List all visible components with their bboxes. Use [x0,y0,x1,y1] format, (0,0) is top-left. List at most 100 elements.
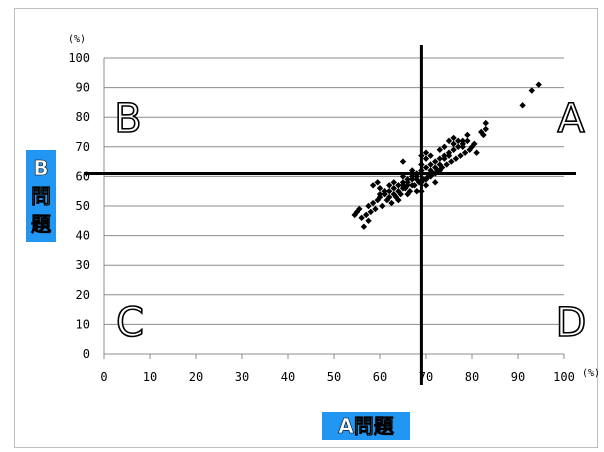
data-point [386,182,393,189]
y-tick-label: 20 [76,288,90,302]
y-unit: (%) [68,34,86,45]
data-point [459,143,466,150]
x-tick-label: 20 [189,370,203,384]
x-tick-label: 50 [327,370,341,384]
data-point [404,179,411,186]
y-tick-label: 40 [76,229,90,243]
data-point [441,143,448,150]
data-point [374,179,381,186]
data-point [473,149,480,156]
y-tick-label: 0 [83,347,90,361]
data-point [445,152,453,159]
data-point [399,158,407,165]
data-point [413,188,420,195]
data-point [376,185,384,192]
x-tick-label: 100 [553,370,575,384]
x-tick-label: 80 [465,370,479,384]
data-point [386,193,393,201]
data-point [358,214,365,222]
y-tick-label: 60 [76,169,90,183]
y-tick-label: 10 [76,317,90,331]
data-point [436,155,443,162]
quadrant-label-d: D [556,300,587,346]
data-point [381,188,388,195]
quadrant-labels: B A C D [113,95,587,347]
data-point [448,158,455,165]
data-point [372,205,379,213]
data-point [356,205,363,213]
gridlines [104,57,564,355]
axes [103,58,565,359]
y-tick-label: 90 [76,81,90,95]
data-point [464,137,471,145]
y-tick-label: 100 [68,51,90,65]
data-point [427,152,434,159]
data-point [432,158,439,165]
data-point [441,155,448,162]
data-point [422,182,430,189]
data-point [395,182,402,189]
data-point [480,131,487,139]
data-point [365,202,372,210]
x-axis-label: A問題 [322,412,410,440]
chart-frame [14,8,598,448]
data-point [369,182,377,189]
data-point [388,199,395,207]
data-point [427,161,434,168]
data-point [390,185,397,192]
data-point [422,155,430,162]
data-point [482,119,489,127]
data-point [432,164,439,171]
data-point [464,131,471,139]
data-point [445,137,453,145]
data-point [404,190,411,198]
data-point [409,182,416,189]
data-point [436,161,443,168]
data-point [422,149,430,156]
data-point [450,140,457,148]
data-point [376,190,384,198]
data-point [432,179,439,186]
data-point [390,190,397,198]
data-point [395,188,402,195]
x-tick-label: 40 [281,370,295,384]
data-point [409,176,416,183]
data-point [399,182,407,189]
y-tick-label: 80 [76,110,90,124]
y-tick-label: 30 [76,258,90,272]
y-tick-label: 50 [76,199,90,213]
data-point [461,149,469,156]
x-tick-label: 90 [511,370,525,384]
data-point [365,217,372,224]
data-point [459,137,466,145]
data-point [482,125,489,133]
data-point [436,146,443,153]
data-point [390,179,397,186]
data-points [351,81,542,230]
data-point [367,208,374,216]
data-point [528,87,535,94]
data-point [379,202,386,210]
data-point [395,196,402,204]
data-point [471,140,478,148]
x-tick-label: 10 [143,370,157,384]
x-tick-label: 60 [373,370,387,384]
y-axis-label: B問題 [26,150,56,242]
quadrant-label-b: B [114,96,141,142]
x-tick-label: 30 [235,370,249,384]
data-point [535,81,542,88]
data-point [422,164,430,171]
data-point [443,161,450,168]
quadrant-label-a: A [557,96,585,142]
x-tick-label: 0 [100,370,107,384]
data-point [450,134,457,142]
data-point [452,155,460,162]
quadrant-label-c: C [116,300,144,346]
data-point [457,152,464,159]
data-point [455,137,462,145]
data-point [450,146,457,153]
data-point [519,102,526,109]
y-tick-label: 70 [76,140,90,154]
data-point [363,211,370,219]
